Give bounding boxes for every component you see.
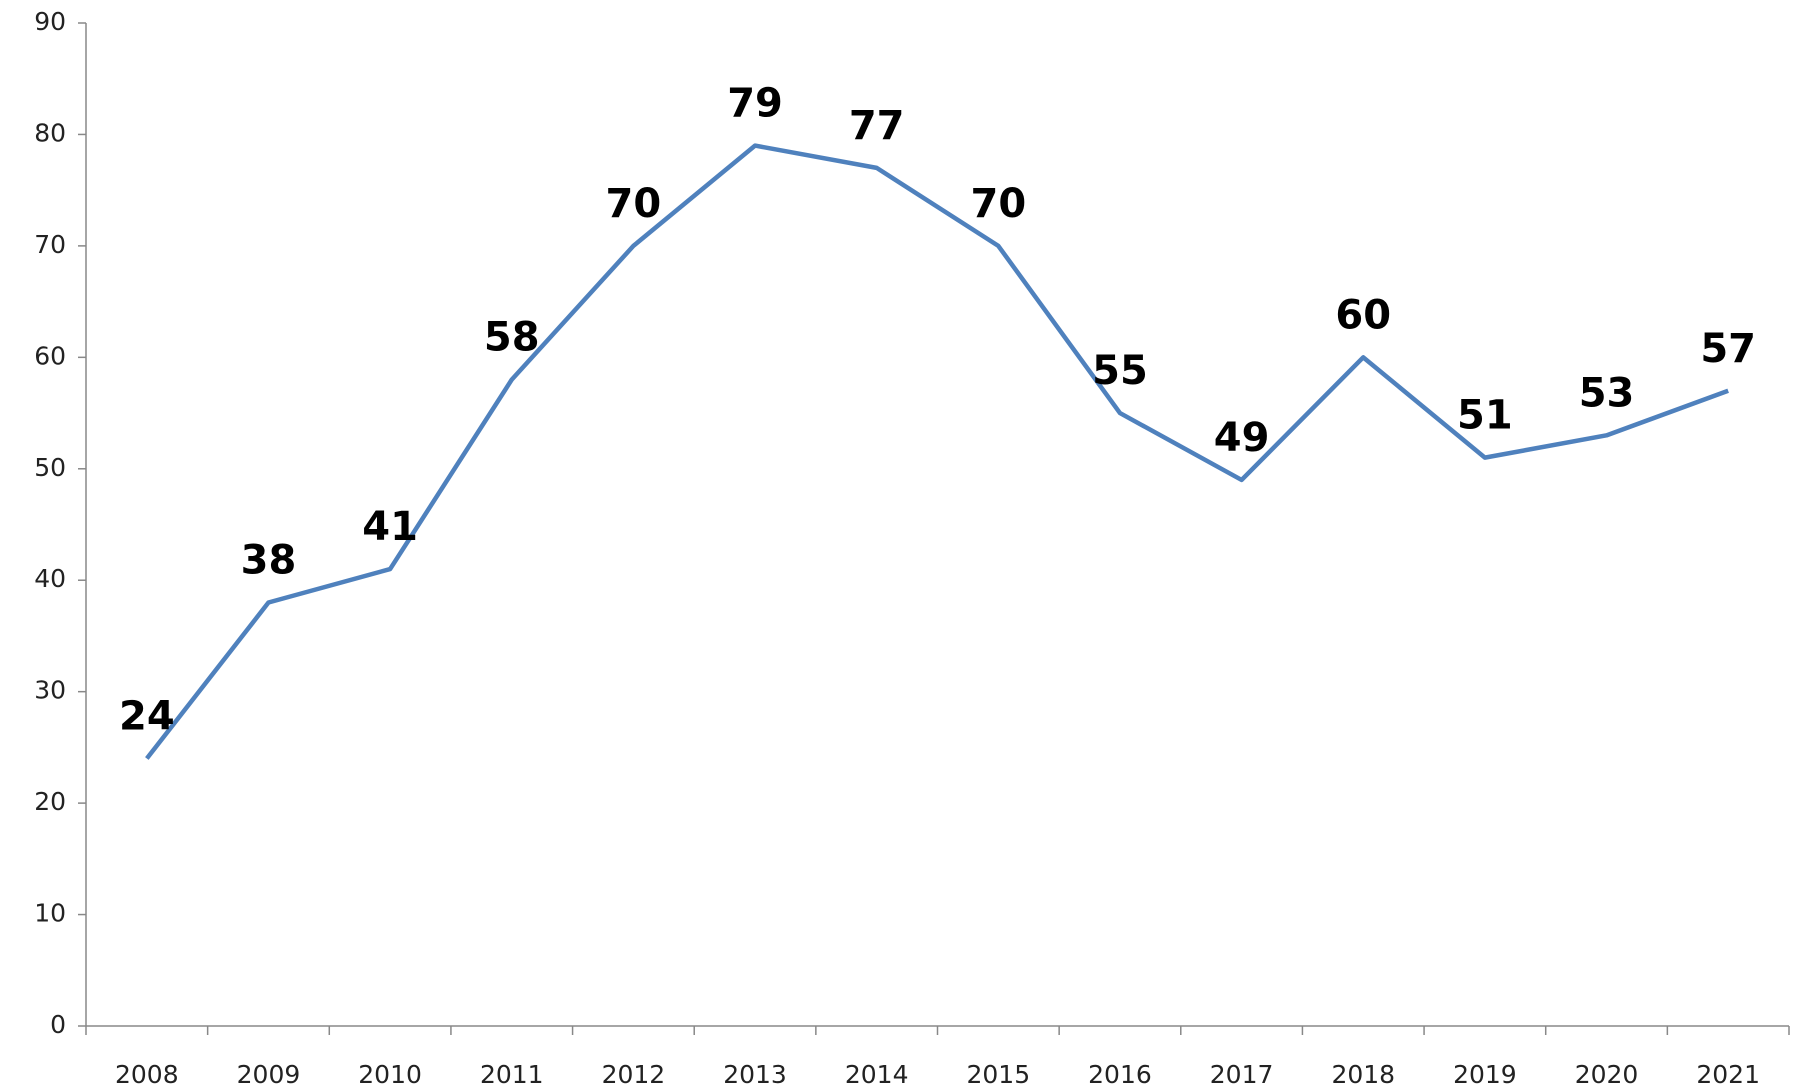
x-tick-label: 2019 [1453, 1060, 1517, 1089]
x-tick-label: 2013 [723, 1060, 787, 1089]
y-tick-label: 20 [34, 787, 66, 816]
data-label: 49 [1214, 415, 1270, 461]
data-label: 38 [241, 538, 297, 584]
y-tick-label: 70 [34, 230, 66, 259]
data-label: 55 [1092, 348, 1148, 394]
y-tick-label: 60 [34, 341, 66, 370]
x-tick-label: 2015 [967, 1060, 1031, 1089]
x-tick-label: 2021 [1696, 1060, 1760, 1089]
data-label: 58 [484, 315, 540, 361]
data-label: 77 [849, 103, 905, 149]
y-tick-label: 50 [34, 453, 66, 482]
data-label: 79 [727, 81, 783, 127]
y-tick-label: 40 [34, 564, 66, 593]
x-tick-label: 2018 [1331, 1060, 1395, 1089]
data-label: 41 [362, 504, 418, 550]
x-tick-label: 2011 [480, 1060, 544, 1089]
y-tick-label: 30 [34, 676, 66, 705]
x-tick-label: 2017 [1210, 1060, 1274, 1089]
y-tick-label: 0 [50, 1010, 66, 1039]
x-tick-label: 2016 [1088, 1060, 1152, 1089]
data-label: 53 [1579, 370, 1635, 416]
data-label: 70 [970, 181, 1026, 227]
x-tick-label: 2020 [1575, 1060, 1639, 1089]
x-tick-label: 2014 [845, 1060, 909, 1089]
data-label: 24 [119, 694, 175, 740]
x-tick-label: 2008 [115, 1060, 179, 1089]
y-tick-label: 90 [34, 7, 66, 36]
data-label: 70 [606, 181, 662, 227]
data-label: 51 [1457, 393, 1513, 439]
data-line [145, 143, 1729, 760]
x-tick-label: 2012 [602, 1060, 666, 1089]
y-tick-label: 80 [34, 118, 66, 147]
x-tick-label: 2009 [237, 1060, 301, 1089]
y-tick-label: 10 [34, 899, 66, 928]
data-label: 57 [1700, 326, 1756, 372]
x-tick-label: 2010 [358, 1060, 422, 1089]
data-label: 60 [1335, 292, 1391, 338]
